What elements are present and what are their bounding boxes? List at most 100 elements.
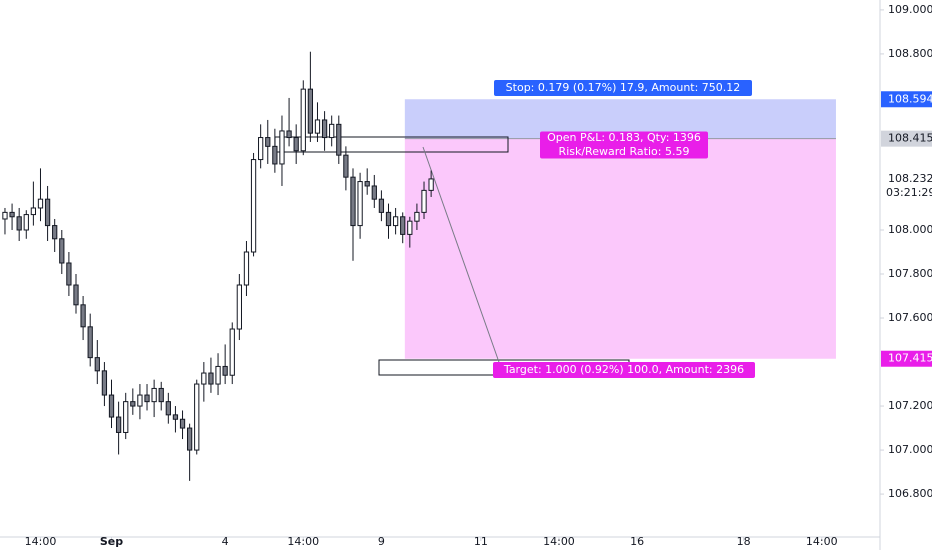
candle-body xyxy=(130,401,136,407)
y-tick-label: 107.600 xyxy=(888,311,932,324)
candle-body xyxy=(80,304,86,328)
x-tick-label: 4 xyxy=(222,535,229,548)
x-tick-label: 18 xyxy=(737,535,751,548)
candle-body xyxy=(371,185,377,200)
candle-body xyxy=(307,88,314,134)
entry-price-label-box xyxy=(881,130,932,147)
candle-body xyxy=(101,370,108,396)
candle-body xyxy=(194,383,200,451)
candles xyxy=(2,51,434,481)
entry-price-label: 108.415 xyxy=(888,132,932,145)
y-tick-label: 108.000 xyxy=(888,223,932,236)
candle-body xyxy=(236,284,242,330)
pnl-label-box xyxy=(540,131,708,159)
candle-body xyxy=(343,154,349,178)
candle-body xyxy=(179,418,186,429)
y-tick-label: 109.000 xyxy=(888,3,932,16)
candle-body xyxy=(23,214,29,231)
candle-body xyxy=(222,365,228,376)
candle-body xyxy=(293,137,299,152)
stop-price-label-box xyxy=(881,91,932,108)
candle-body xyxy=(73,284,79,306)
target-zone xyxy=(404,138,836,359)
candle-body xyxy=(123,401,129,433)
stop-label: Stop: 0.179 (0.17%) 17.9, Amount: 750.12 xyxy=(506,81,741,94)
stop-price-label: 108.594 xyxy=(888,92,932,105)
candle-body xyxy=(421,189,427,213)
candle-body xyxy=(108,394,115,418)
candle-body xyxy=(400,216,406,235)
candle-body xyxy=(286,130,292,139)
candle-body xyxy=(87,326,93,359)
x-tick-label: Sep xyxy=(100,535,123,548)
candle-body xyxy=(144,394,150,403)
candle-body xyxy=(187,427,193,451)
candle-body xyxy=(9,211,15,218)
candle-body xyxy=(314,119,321,134)
candle-body xyxy=(428,178,434,191)
candle-body xyxy=(37,198,44,209)
candle-body xyxy=(30,207,37,216)
candle-body xyxy=(385,211,392,227)
candle-body xyxy=(364,181,370,187)
candle-body xyxy=(265,137,271,147)
position-labels: Stop: 0.179 (0.17%) 17.9, Amount: 750.12… xyxy=(493,80,755,378)
candle-body xyxy=(2,211,8,220)
candle-body xyxy=(321,119,328,139)
y-tick-label: 107.200 xyxy=(888,399,932,412)
candle-body xyxy=(279,130,285,165)
candle-body xyxy=(151,387,157,403)
candle-body xyxy=(243,251,250,286)
candle-body xyxy=(52,225,58,240)
x-tick-label: 16 xyxy=(630,535,644,548)
target-price-label-box xyxy=(881,350,932,367)
candle-body xyxy=(201,372,207,385)
stop-label-box xyxy=(494,80,752,96)
candle-body xyxy=(250,159,257,253)
candle-body xyxy=(357,181,363,227)
candle-body xyxy=(94,357,100,372)
rr-label: Risk/Reward Ratio: 5.59 xyxy=(559,145,690,158)
candle-body xyxy=(350,176,356,227)
pnl-label: Open P&L: 0.183, Qty: 1396 xyxy=(547,131,701,144)
candle-body xyxy=(66,262,72,286)
candle-body xyxy=(44,198,51,227)
candle-body xyxy=(208,372,214,385)
candle-body xyxy=(272,145,278,165)
candle-body xyxy=(158,387,164,403)
x-tick-label: 11 xyxy=(474,535,488,548)
candle-body xyxy=(258,137,264,161)
target-price-label: 107.415 xyxy=(888,352,932,365)
axes: 106.800 107.000 107.200 107.600 107.800 108.0… xyxy=(25,3,932,548)
candle-body xyxy=(59,238,65,264)
x-tick-label: 14:00 xyxy=(806,535,838,548)
candle-body xyxy=(165,401,171,416)
candle-body xyxy=(16,216,22,231)
candle-body xyxy=(115,416,122,433)
candle-body xyxy=(414,211,420,222)
x-tick-label: 9 xyxy=(378,535,385,548)
candle-body xyxy=(137,394,143,407)
candle-body xyxy=(172,414,179,420)
candle-body xyxy=(407,220,413,235)
candle-body xyxy=(392,216,399,227)
x-tick-label: 14:00 xyxy=(25,535,57,548)
candle-body xyxy=(300,88,306,152)
target-label-box xyxy=(493,362,755,378)
y-tick-label: 108.800 xyxy=(888,47,932,60)
target-label: Target: 1.000 (0.92%) 100.0, Amount: 239… xyxy=(503,363,744,376)
candle-body xyxy=(229,328,235,376)
candle-body xyxy=(329,123,335,139)
candle-body xyxy=(378,198,385,213)
x-tick-label: 14:00 xyxy=(543,535,575,548)
trend-line xyxy=(422,146,501,366)
countdown-label: 03:21:29 xyxy=(886,186,932,199)
last-price-box xyxy=(881,170,932,201)
candle-body xyxy=(215,365,221,385)
y-tick-label: 107.000 xyxy=(888,443,932,456)
last-price-label: 108.232 xyxy=(888,172,932,185)
y-tick-label: 106.800 xyxy=(888,487,932,500)
x-tick-label: 14:00 xyxy=(287,535,319,548)
y-tick-label: 107.800 xyxy=(888,267,932,280)
